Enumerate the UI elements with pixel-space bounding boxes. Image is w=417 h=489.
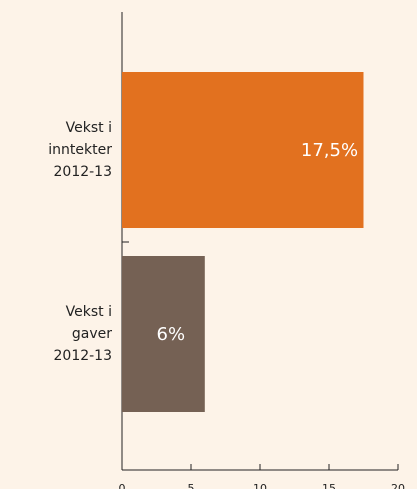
x-tick-label: 0 xyxy=(119,482,126,489)
x-tick-label: 10 xyxy=(253,482,267,489)
category-label: Vekst i inntekter 2012-13 xyxy=(48,120,112,180)
x-tick-label: 20 xyxy=(391,482,405,489)
bar xyxy=(122,72,364,228)
bar xyxy=(122,256,205,412)
x-tick-label: 15 xyxy=(322,482,336,489)
value-label: 6% xyxy=(157,324,186,345)
x-tick-label: 5 xyxy=(188,482,195,489)
category-label: Vekst i gaver 2012-13 xyxy=(53,304,113,364)
value-label: 17,5% xyxy=(301,140,358,161)
